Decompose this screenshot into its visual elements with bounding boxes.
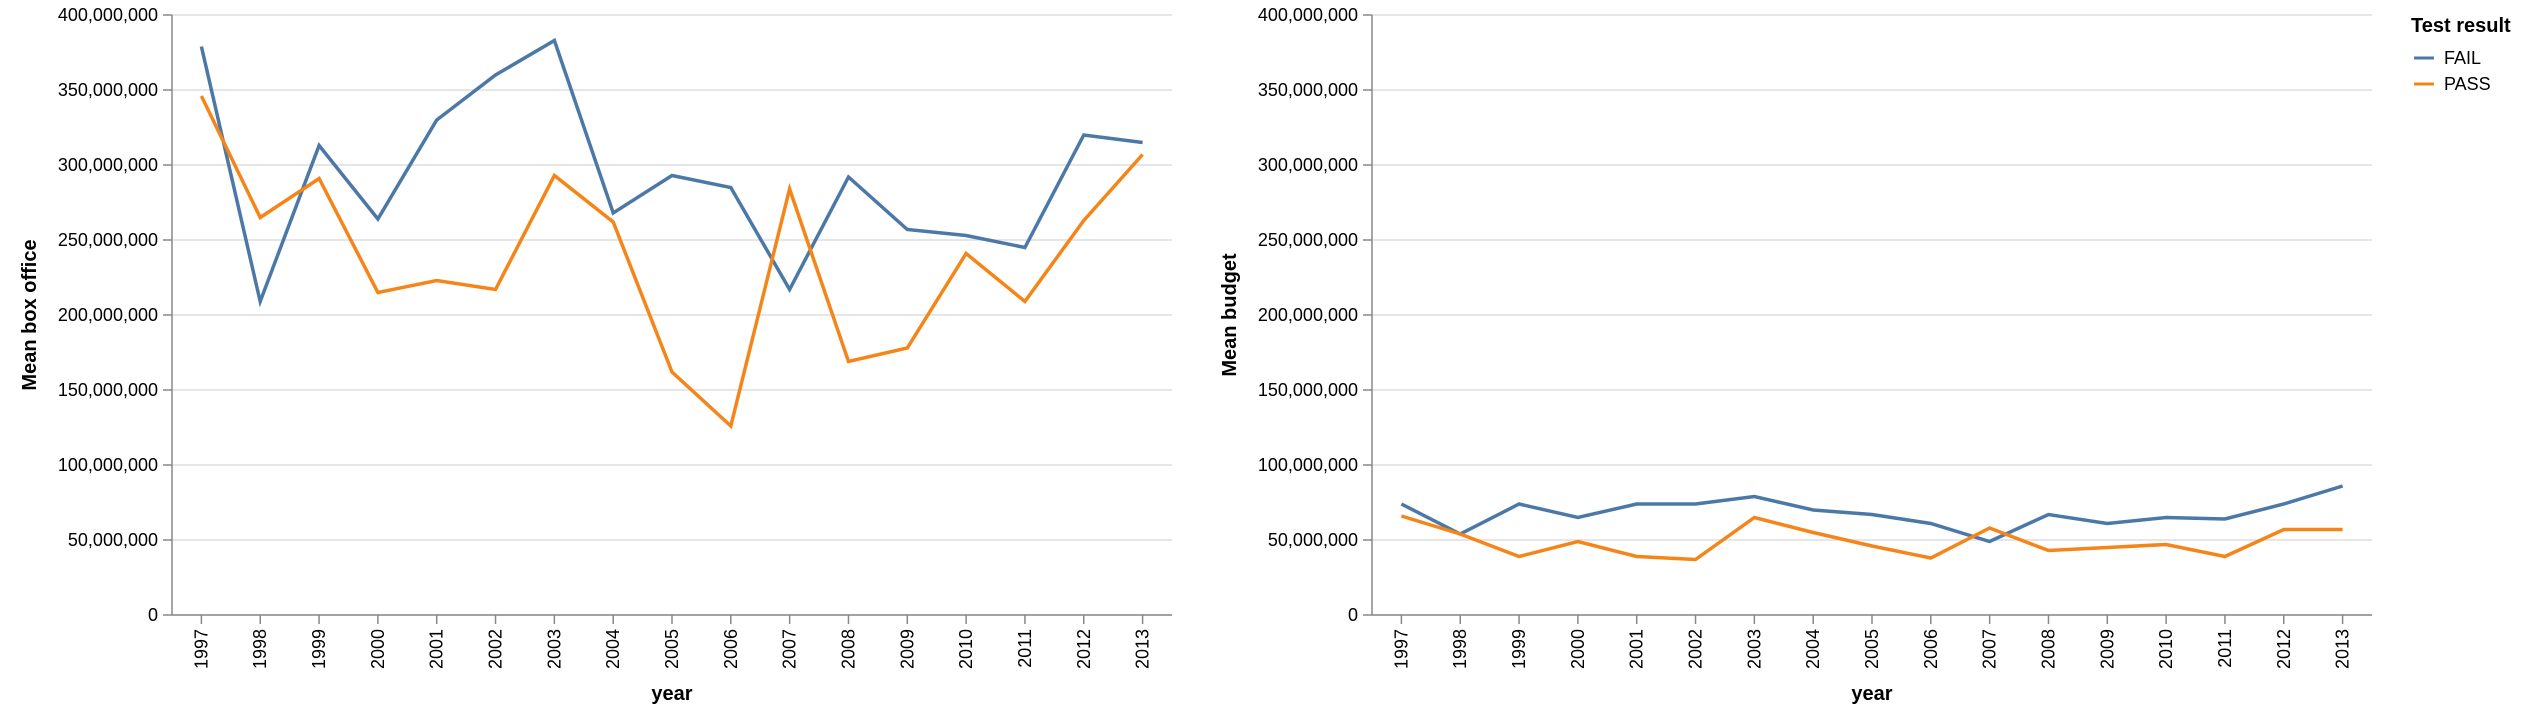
y-tick-label: 400,000,000 [58, 5, 158, 25]
x-tick-label: 2007 [1980, 629, 2000, 669]
x-tick-label: 2003 [1744, 629, 1764, 669]
x-tick-label: 1997 [191, 629, 211, 669]
y-tick-label: 50,000,000 [1268, 530, 1358, 550]
legend-label-pass: PASS [2444, 74, 2491, 94]
x-tick-label: 2005 [662, 629, 682, 669]
x-tick-label: 2009 [2097, 629, 2117, 669]
x-tick-label: 2009 [897, 629, 917, 669]
x-tick-label: 2001 [1627, 629, 1647, 669]
x-tick-label: 1997 [1391, 629, 1411, 669]
x-tick-label: 2003 [544, 629, 564, 669]
x-tick-label: 2010 [956, 629, 976, 669]
x-tick-label: 2012 [1074, 629, 1094, 669]
y-axis-title: Mean box office [19, 239, 41, 390]
x-tick-label: 2011 [2215, 629, 2235, 668]
y-tick-label: 250,000,000 [58, 230, 158, 250]
budget-chart: 0 50,000,000 100,000,000 150,000,000 200,000… [1219, 5, 2372, 705]
x-tick-label: 2013 [1133, 629, 1153, 669]
x-axis-title: year [1851, 683, 1892, 705]
legend-entry-pass[interactable]: PASS [2414, 74, 2491, 94]
series-line-pass[interactable] [199, 95, 1144, 430]
y-tick-label: 250,000,000 [1258, 230, 1358, 250]
x-tick-label: 2008 [838, 629, 858, 669]
y-tick-label: 200,000,000 [1258, 305, 1358, 325]
x-axis-title: year [651, 683, 692, 705]
legend-label-fail: FAIL [2444, 48, 2481, 68]
series-line-pass[interactable] [1400, 514, 2343, 562]
y-tick-label: 300,000,000 [1258, 155, 1358, 175]
y-tick-label: 300,000,000 [58, 155, 158, 175]
x-tick-label: 2002 [1686, 629, 1706, 669]
y-tick-label: 100,000,000 [58, 455, 158, 475]
y-tick-label: 200,000,000 [58, 305, 158, 325]
x-tick-label: 2006 [721, 629, 741, 669]
y-tick-label: 50,000,000 [68, 530, 158, 550]
legend: Test result FAIL PASS [2411, 15, 2511, 94]
y-tick-label: 150,000,000 [1258, 380, 1358, 400]
x-tick-label: 2012 [2274, 629, 2294, 669]
y-tick-label: 150,000,000 [58, 380, 158, 400]
y-tick-label: 0 [1348, 605, 1358, 625]
x-tick-label: 2005 [1862, 629, 1882, 669]
x-tick-label: 1999 [1509, 629, 1529, 669]
x-tick-label: 2004 [1803, 629, 1823, 669]
x-tick-label: 2013 [2333, 629, 2353, 669]
x-tick-label: 1998 [250, 629, 270, 669]
x-tick-label: 2011 [1015, 629, 1035, 668]
y-tick-label: 350,000,000 [1258, 80, 1358, 100]
x-tick-label: 2007 [780, 629, 800, 669]
x-tick-label: 2008 [2038, 629, 2058, 669]
x-tick-label: 2002 [486, 629, 506, 669]
legend-entry-fail[interactable]: FAIL [2414, 48, 2481, 68]
x-tick-label: 2000 [1568, 629, 1588, 669]
x-tick-label: 2001 [427, 629, 447, 669]
box-office-chart: 0 50,000,000 100,000,000 150,000,000 200,000… [19, 5, 1172, 705]
y-tick-label: 0 [148, 605, 158, 625]
y-tick-label: 400,000,000 [1258, 5, 1358, 25]
series-line-fail[interactable] [199, 37, 1143, 308]
x-tick-label: 1998 [1450, 629, 1470, 669]
x-tick-label: 2004 [603, 629, 623, 669]
x-tick-label: 1999 [309, 629, 329, 669]
x-tick-label: 2010 [2156, 629, 2176, 669]
y-axis-title: Mean budget [1219, 253, 1241, 377]
x-tick-label: 2000 [368, 629, 388, 669]
legend-title: Test result [2411, 15, 2511, 37]
series-line-fail[interactable] [1400, 484, 2344, 544]
y-tick-label: 100,000,000 [1258, 455, 1358, 475]
y-tick-label: 350,000,000 [58, 80, 158, 100]
x-tick-label: 2006 [1921, 629, 1941, 669]
